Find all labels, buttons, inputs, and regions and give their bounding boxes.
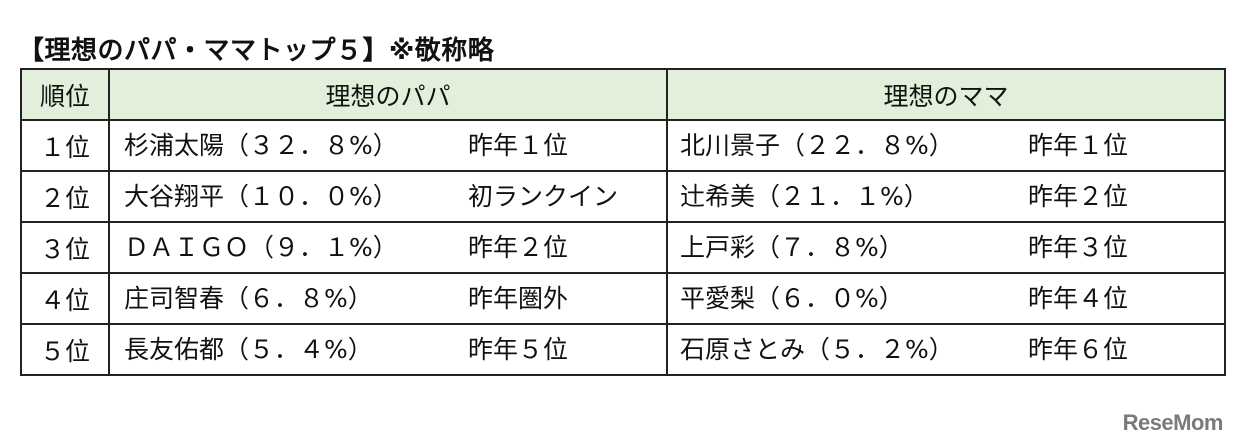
papa-name: ＤＡＩＧＯ（９．１%） bbox=[124, 233, 398, 262]
mama-name: 北川景子（２２．８%） bbox=[680, 131, 954, 160]
mama-name: 上戸彩（７．８%） bbox=[680, 233, 904, 262]
table-row: ３位 ＤＡＩＧＯ（９．１%） 昨年２位 上戸彩（７．８%） 昨年３位 bbox=[20, 221, 1226, 274]
table-row: ４位 庄司智春（６．８%） 昨年圏外 平愛梨（６．０%） 昨年４位 bbox=[20, 272, 1226, 325]
mama-previous-rank: 昨年３位 bbox=[1028, 233, 1129, 262]
papa-name: 杉浦太陽（３２．８%） bbox=[124, 131, 398, 160]
papa-previous-rank: 昨年１位 bbox=[468, 131, 569, 160]
header-rank: 順位 bbox=[20, 68, 110, 121]
ranking-table: 順位 理想のパパ 理想のママ １位 杉浦太陽（３２．８%） 昨年１位 北川景子（２２．… bbox=[20, 68, 1226, 376]
table-row: ５位 長友佑都（５．４%） 昨年５位 石原さとみ（５．２%） 昨年６位 bbox=[20, 323, 1226, 376]
mama-name: 平愛梨（６．０%） bbox=[680, 284, 904, 313]
mama-previous-rank: 昨年１位 bbox=[1028, 131, 1129, 160]
mama-cell: 平愛梨（６．０%） 昨年４位 bbox=[666, 272, 1226, 325]
table-header-row: 順位 理想のパパ 理想のママ bbox=[20, 68, 1226, 121]
papa-cell: 長友佑都（５．４%） 昨年５位 bbox=[108, 323, 668, 376]
papa-name: 長友佑都（５．４%） bbox=[124, 335, 373, 364]
papa-cell: 杉浦太陽（３２．８%） 昨年１位 bbox=[108, 119, 668, 172]
rank-cell: ４位 bbox=[20, 272, 110, 325]
papa-previous-rank: 昨年５位 bbox=[468, 335, 569, 364]
mama-name: 石原さとみ（５．２%） bbox=[680, 335, 954, 364]
rank-cell: １位 bbox=[20, 119, 110, 172]
papa-cell: 大谷翔平（１０．０%） 初ランクイン bbox=[108, 170, 668, 223]
mama-cell: 石原さとみ（５．２%） 昨年６位 bbox=[666, 323, 1226, 376]
papa-cell: ＤＡＩＧＯ（９．１%） 昨年２位 bbox=[108, 221, 668, 274]
papa-name: 大谷翔平（１０．０%） bbox=[124, 182, 398, 211]
papa-cell: 庄司智春（６．８%） 昨年圏外 bbox=[108, 272, 668, 325]
header-ideal-papa: 理想のパパ bbox=[108, 68, 668, 121]
rank-cell: ３位 bbox=[20, 221, 110, 274]
mama-cell: 北川景子（２２．８%） 昨年１位 bbox=[666, 119, 1226, 172]
papa-previous-rank: 初ランクイン bbox=[468, 182, 619, 211]
mama-name: 辻希美（２１．１%） bbox=[680, 182, 929, 211]
header-ideal-mama: 理想のママ bbox=[666, 68, 1226, 121]
table-row: １位 杉浦太陽（３２．８%） 昨年１位 北川景子（２２．８%） 昨年１位 bbox=[20, 119, 1226, 172]
mama-previous-rank: 昨年２位 bbox=[1028, 182, 1129, 211]
papa-previous-rank: 昨年２位 bbox=[468, 233, 569, 262]
papa-name: 庄司智春（６．８%） bbox=[124, 284, 373, 313]
mama-previous-rank: 昨年６位 bbox=[1028, 335, 1129, 364]
resemom-logo: ReseMom bbox=[1122, 410, 1224, 435]
table-row: ２位 大谷翔平（１０．０%） 初ランクイン 辻希美（２１．１%） 昨年２位 bbox=[20, 170, 1226, 223]
mama-cell: 辻希美（２１．１%） 昨年２位 bbox=[666, 170, 1226, 223]
rank-cell: ５位 bbox=[20, 323, 110, 376]
mama-cell: 上戸彩（７．８%） 昨年３位 bbox=[666, 221, 1226, 274]
rank-cell: ２位 bbox=[20, 170, 110, 223]
papa-previous-rank: 昨年圏外 bbox=[468, 284, 569, 313]
mama-previous-rank: 昨年４位 bbox=[1028, 284, 1129, 313]
page-title: 【理想のパパ・ママトップ５】※敬称略 bbox=[18, 36, 495, 66]
